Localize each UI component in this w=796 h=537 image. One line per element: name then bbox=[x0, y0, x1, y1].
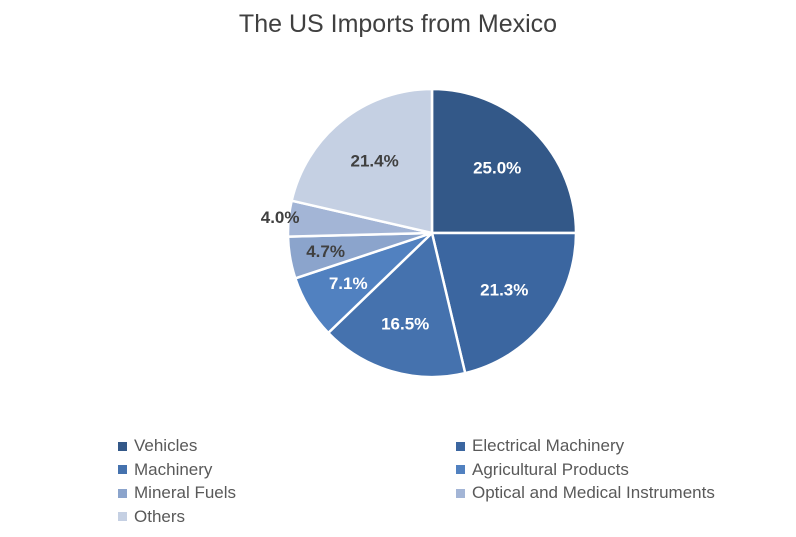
data-label-machinery: 16.5% bbox=[381, 315, 429, 334]
pie-slice-others bbox=[290, 87, 434, 235]
chart-title: The US Imports from Mexico bbox=[238, 10, 558, 38]
legend-item-machinery: Machinery bbox=[118, 460, 212, 480]
legend-swatch bbox=[456, 441, 465, 451]
legend-swatch bbox=[118, 441, 127, 451]
legend-label: Agricultural Products bbox=[472, 459, 629, 479]
legend-item-others: Others bbox=[118, 507, 185, 527]
legend-label: Electrical Machinery bbox=[472, 436, 625, 455]
data-label-agricultural-products: 7.1% bbox=[329, 274, 368, 293]
legend-label: Others bbox=[134, 506, 186, 526]
legend-swatch bbox=[118, 512, 127, 521]
data-label-electrical-machinery: 21.3% bbox=[480, 281, 528, 300]
legend-label: Machinery bbox=[134, 459, 213, 479]
data-label-vehicles: 25.0% bbox=[473, 158, 521, 177]
legend-item-agricultural-products: Agricultural Products bbox=[456, 460, 629, 480]
legend-label: Mineral Fuels bbox=[134, 483, 237, 502]
legend-swatch bbox=[118, 488, 127, 498]
legend-label: Optical and Medical Instruments bbox=[472, 483, 715, 502]
data-label-others: 21.4% bbox=[351, 151, 399, 170]
legend-item-vehicles: Vehicles bbox=[118, 436, 197, 456]
legend-swatch bbox=[118, 465, 127, 474]
pie-slice-electrical-machinery bbox=[430, 231, 578, 375]
legend-item-electrical-machinery: Electrical Machinery bbox=[456, 436, 624, 456]
data-label-mineral-fuels: 4.7% bbox=[306, 242, 345, 261]
legend-item-optical-and-medical-instruments: Optical and Medical Instruments bbox=[456, 483, 715, 503]
pie-slice-machinery bbox=[326, 230, 467, 379]
legend-label: Vehicles bbox=[134, 436, 198, 455]
legend-swatch bbox=[456, 488, 465, 498]
pie-slice-vehicles bbox=[430, 87, 578, 235]
legend-swatch bbox=[456, 465, 465, 474]
data-label-optical-and-medical-instruments: 4.0% bbox=[261, 208, 300, 227]
legend-item-mineral-fuels: Mineral Fuels bbox=[118, 483, 236, 503]
